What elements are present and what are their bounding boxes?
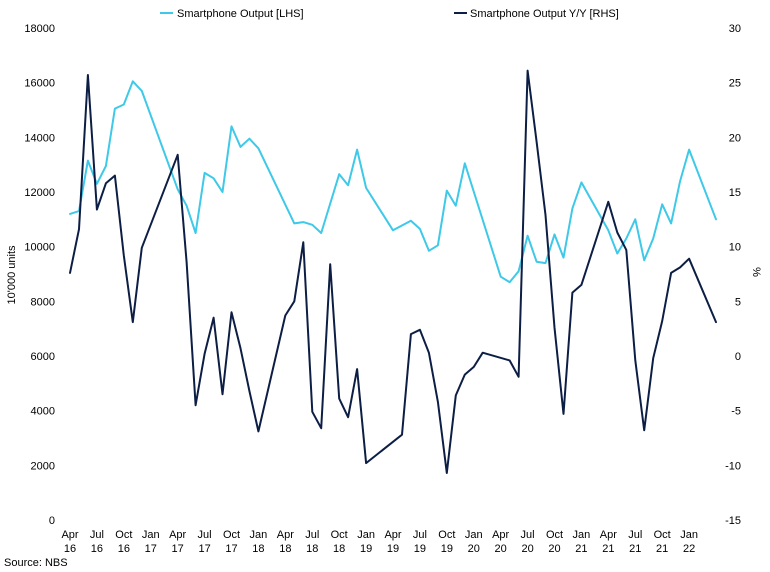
x-tick-label-year: 16: [118, 543, 130, 555]
x-tick-label-month: Jan: [250, 529, 268, 541]
left-tick-label: 10000: [24, 242, 55, 254]
left-tick-label: 2000: [31, 460, 55, 472]
right-tick-label: 0: [735, 351, 741, 363]
left-tick-label: 14000: [24, 132, 55, 144]
x-tick-label-year: 18: [333, 543, 345, 555]
x-tick-label-month: Jul: [521, 529, 535, 541]
x-tick-label-month: Apr: [277, 529, 294, 541]
x-tick-label-month: Jan: [357, 529, 375, 541]
x-tick-label-year: 21: [656, 543, 668, 555]
x-tick-label-year: 19: [387, 543, 399, 555]
x-tick-label-year: 18: [306, 543, 318, 555]
x-tick-label-year: 21: [602, 543, 614, 555]
x-tick-label-month: Apr: [492, 529, 509, 541]
x-tick-label-month: Jan: [573, 529, 591, 541]
x-tick-label-month: Jan: [680, 529, 698, 541]
left-tick-label: 12000: [24, 187, 55, 199]
right-tick-label: 30: [729, 23, 741, 35]
legend: Smartphone Output [LHS] Smartphone Outpu…: [160, 8, 619, 20]
x-tick-label-month: Jul: [628, 529, 642, 541]
left-tick-label: 8000: [31, 296, 55, 308]
x-tick-label-year: 21: [575, 543, 587, 555]
x-tick-label-year: 18: [279, 543, 291, 555]
right-tick-label: -10: [725, 460, 741, 472]
x-tick-label-year: 20: [521, 543, 533, 555]
x-tick-label-year: 18: [252, 543, 264, 555]
x-tick-label-year: 16: [91, 543, 103, 555]
x-tick-label-month: Jul: [90, 529, 104, 541]
x-tick-label-month: Oct: [546, 529, 563, 541]
x-tick-label-year: 22: [683, 543, 695, 555]
series-line-smartphone-output: [69, 80, 717, 284]
right-tick-label: -15: [725, 515, 741, 527]
left-tick-label: 16000: [24, 78, 55, 90]
left-tick-label: 6000: [31, 351, 55, 363]
x-tick-label-year: 17: [198, 543, 210, 555]
x-tick-label-year: 19: [360, 543, 372, 555]
x-tick-label-year: 20: [548, 543, 560, 555]
left-tick-label: 0: [49, 515, 55, 527]
right-axis-title: %: [750, 267, 762, 277]
x-tick-label-month: Oct: [331, 529, 348, 541]
right-tick-label: 20: [729, 132, 741, 144]
x-tick-label-year: 17: [225, 543, 237, 555]
x-tick-label-year: 19: [414, 543, 426, 555]
x-tick-label-year: 21: [629, 543, 641, 555]
x-tick-label-month: Apr: [61, 529, 78, 541]
left-tick-label: 18000: [24, 23, 55, 35]
left-axis-ticks: 0 2000 4000 6000 8000 10000 12000 14000 16000 180…: [24, 23, 55, 527]
x-tick-label-year: 16: [64, 543, 76, 555]
right-axis-ticks: -15 -10 -5 0 5 10 15 20 25 30: [725, 23, 741, 527]
x-tick-label-month: Oct: [115, 529, 132, 541]
series-layer: [69, 69, 717, 474]
x-tick-label-month: Oct: [438, 529, 455, 541]
x-tick-label-month: Oct: [223, 529, 240, 541]
x-tick-label-month: Apr: [384, 529, 401, 541]
x-tick-label-year: 17: [145, 543, 157, 555]
left-axis-title: 10'000 units: [6, 245, 18, 304]
legend-label-smartphone-output: Smartphone Output [LHS]: [177, 8, 304, 20]
x-tick-label-month: Jul: [198, 529, 212, 541]
legend-label-smartphone-output-yy: Smartphone Output Y/Y [RHS]: [470, 8, 619, 20]
x-tick-label-month: Apr: [169, 529, 186, 541]
x-tick-label-month: Jul: [413, 529, 427, 541]
x-tick-label-year: 17: [172, 543, 184, 555]
x-tick-label-month: Apr: [600, 529, 617, 541]
right-tick-label: 15: [729, 187, 741, 199]
series-line-smartphone-output-yy: [69, 69, 717, 474]
x-tick-label-month: Jul: [305, 529, 319, 541]
left-tick-label: 4000: [31, 406, 55, 418]
right-tick-label: 10: [729, 242, 741, 254]
right-tick-label: 25: [729, 78, 741, 90]
x-tick-label-year: 20: [468, 543, 480, 555]
x-tick-label-year: 20: [495, 543, 507, 555]
x-tick-label-month: Oct: [654, 529, 671, 541]
right-tick-label: -5: [731, 406, 741, 418]
x-tick-label-year: 19: [441, 543, 453, 555]
x-tick-label-month: Jan: [142, 529, 160, 541]
right-tick-label: 5: [735, 296, 741, 308]
x-tick-label-month: Jan: [465, 529, 483, 541]
source-note: Source: NBS: [4, 557, 68, 569]
x-axis-ticks: Apr 16 Jul 16 Oct 16 Jan 17 Apr 17 Jul 17 Oct 17 Jan 18…: [61, 529, 698, 555]
